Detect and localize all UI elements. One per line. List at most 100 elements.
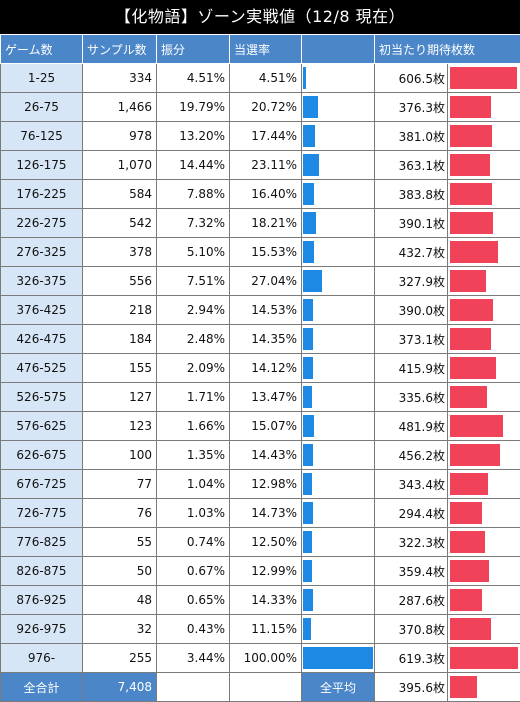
expected-medals-bar-cell bbox=[448, 499, 520, 528]
expected-medals-cell: 619.3枚 bbox=[375, 644, 448, 673]
game-range-cell: 526-575 bbox=[1, 383, 83, 412]
game-range-cell: 376-425 bbox=[1, 296, 83, 325]
share-cell: 1.71% bbox=[157, 383, 230, 412]
share-cell: 1.04% bbox=[157, 470, 230, 499]
win-rate-label: 4.51% bbox=[259, 64, 297, 92]
share-cell: 0.65% bbox=[157, 586, 230, 615]
expected-medals-bar bbox=[450, 473, 488, 495]
win-rate-label: 15.53% bbox=[251, 238, 297, 266]
win-rate-bar bbox=[303, 183, 314, 205]
sample-count-cell: 155 bbox=[83, 354, 157, 383]
expected-medals-bar-cell bbox=[448, 296, 520, 325]
header-rate: 当選率 bbox=[230, 35, 302, 64]
expected-medals-cell: 432.7枚 bbox=[375, 238, 448, 267]
win-rate-label: 14.43% bbox=[251, 441, 297, 469]
sample-count-cell: 123 bbox=[83, 412, 157, 441]
win-rate-label: 14.33% bbox=[251, 586, 297, 614]
expected-medals-bar-cell bbox=[448, 644, 520, 673]
expected-medals-bar-cell bbox=[448, 151, 520, 180]
win-rate-bar bbox=[303, 154, 319, 176]
win-rate-bar bbox=[303, 96, 318, 118]
expected-medals-cell: 415.9枚 bbox=[375, 354, 448, 383]
sample-count-cell: 76 bbox=[83, 499, 157, 528]
expected-medals-bar-cell bbox=[448, 383, 520, 412]
expected-medals-cell: 376.3枚 bbox=[375, 93, 448, 122]
share-cell: 7.88% bbox=[157, 180, 230, 209]
win-rate-cell: 14.73% bbox=[230, 499, 302, 528]
win-rate-label: 14.35% bbox=[251, 325, 297, 353]
sample-count-cell: 334 bbox=[83, 64, 157, 93]
footer-blank bbox=[157, 673, 230, 702]
expected-medals-bar-cell bbox=[448, 586, 520, 615]
expected-medals-bar-cell bbox=[448, 267, 520, 296]
win-rate-bar bbox=[303, 531, 312, 553]
average-label: 全平均 bbox=[302, 673, 375, 702]
win-rate-bar-cell bbox=[302, 64, 375, 93]
expected-medals-bar bbox=[450, 212, 493, 234]
expected-medals-cell: 294.4枚 bbox=[375, 499, 448, 528]
win-rate-bar bbox=[303, 444, 313, 466]
win-rate-label: 12.98% bbox=[251, 470, 297, 498]
expected-medals-bar bbox=[450, 270, 486, 292]
game-range-cell: 426-475 bbox=[1, 325, 83, 354]
win-rate-cell: 11.15% bbox=[230, 615, 302, 644]
win-rate-cell: 14.35% bbox=[230, 325, 302, 354]
win-rate-cell: 13.47% bbox=[230, 383, 302, 412]
header-samples: サンプル数 bbox=[83, 35, 157, 64]
game-range-cell: 126-175 bbox=[1, 151, 83, 180]
expected-medals-cell: 327.9枚 bbox=[375, 267, 448, 296]
expected-medals-bar-cell bbox=[448, 470, 520, 499]
share-cell: 2.94% bbox=[157, 296, 230, 325]
expected-medals-bar bbox=[450, 67, 517, 89]
win-rate-bar-cell bbox=[302, 209, 375, 238]
expected-medals-cell: 322.3枚 bbox=[375, 528, 448, 557]
sample-count-cell: 978 bbox=[83, 122, 157, 151]
sample-count-cell: 32 bbox=[83, 615, 157, 644]
win-rate-label: 14.12% bbox=[251, 354, 297, 382]
win-rate-cell: 4.51% bbox=[230, 64, 302, 93]
expected-medals-cell: 383.8枚 bbox=[375, 180, 448, 209]
win-rate-label: 20.72% bbox=[251, 93, 297, 121]
expected-medals-cell: 481.9枚 bbox=[375, 412, 448, 441]
expected-medals-cell: 343.4枚 bbox=[375, 470, 448, 499]
win-rate-bar-cell bbox=[302, 644, 375, 673]
game-range-cell: 976- bbox=[1, 644, 83, 673]
game-range-cell: 1-25 bbox=[1, 64, 83, 93]
sample-count-cell: 184 bbox=[83, 325, 157, 354]
expected-medals-bar bbox=[450, 386, 487, 408]
expected-medals-bar bbox=[450, 444, 500, 466]
expected-medals-bar-cell bbox=[448, 412, 520, 441]
win-rate-bar bbox=[303, 212, 316, 234]
sample-count-cell: 255 bbox=[83, 644, 157, 673]
win-rate-cell: 14.43% bbox=[230, 441, 302, 470]
win-rate-bar-cell bbox=[302, 151, 375, 180]
game-range-cell: 76-125 bbox=[1, 122, 83, 151]
share-cell: 13.20% bbox=[157, 122, 230, 151]
win-rate-cell: 12.98% bbox=[230, 470, 302, 499]
win-rate-bar-cell bbox=[302, 296, 375, 325]
game-range-cell: 576-625 bbox=[1, 412, 83, 441]
expected-medals-bar bbox=[450, 647, 518, 669]
game-range-cell: 226-275 bbox=[1, 209, 83, 238]
expected-medals-cell: 335.6枚 bbox=[375, 383, 448, 412]
sample-count-cell: 100 bbox=[83, 441, 157, 470]
share-cell: 0.74% bbox=[157, 528, 230, 557]
win-rate-cell: 18.21% bbox=[230, 209, 302, 238]
win-rate-label: 12.50% bbox=[251, 528, 297, 556]
sample-count-cell: 584 bbox=[83, 180, 157, 209]
share-cell: 4.51% bbox=[157, 64, 230, 93]
average-expected-bar-cell bbox=[448, 673, 520, 702]
expected-medals-bar-cell bbox=[448, 441, 520, 470]
share-cell: 1.66% bbox=[157, 412, 230, 441]
expected-medals-cell: 359.4枚 bbox=[375, 557, 448, 586]
share-cell: 7.32% bbox=[157, 209, 230, 238]
win-rate-bar-cell bbox=[302, 441, 375, 470]
win-rate-label: 23.11% bbox=[251, 151, 297, 179]
win-rate-bar bbox=[303, 589, 313, 611]
